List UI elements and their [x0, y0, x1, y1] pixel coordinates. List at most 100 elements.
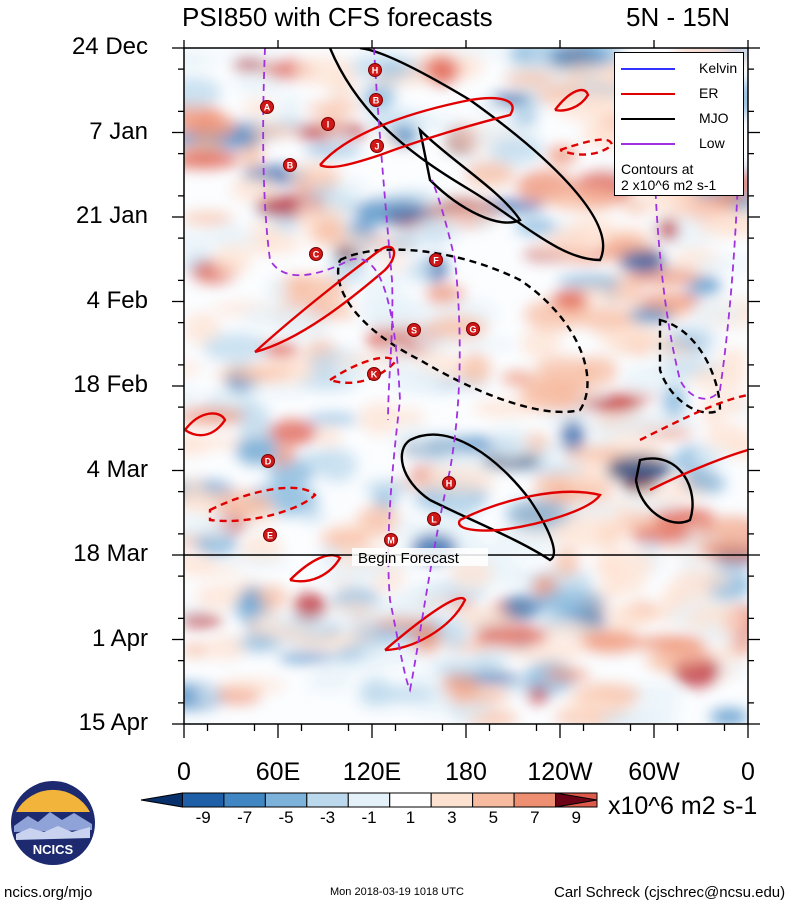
heatmap-cell: [347, 563, 392, 579]
heatmap-cell: [277, 652, 339, 663]
heatmap-cell: [195, 532, 238, 557]
colorbar-cell: [181, 792, 225, 808]
begin-forecast-label: Begin Forecast: [358, 550, 460, 567]
storm-marker-letter: B: [373, 96, 380, 106]
heatmap-cell: [377, 271, 419, 284]
heatmap-cell: [490, 92, 531, 107]
footer-left[interactable]: ncics.org/mjo: [4, 884, 93, 901]
heatmap-cell: [317, 658, 387, 671]
heatmap-cell: [621, 365, 680, 396]
heatmap-cell: [501, 371, 536, 386]
heatmap-cell: [272, 219, 299, 233]
storm-marker: A: [260, 100, 274, 114]
heatmap-cell: [618, 716, 668, 724]
er-contour: [254, 245, 396, 354]
heatmap-cell: [472, 399, 538, 418]
heatmap-cell: [459, 352, 492, 385]
x-tick-label: 0: [177, 758, 191, 786]
heatmap-cell: [232, 402, 270, 429]
heatmap-cell: [352, 198, 428, 225]
heatmap-cell: [519, 379, 586, 413]
er-contour: [384, 597, 467, 652]
heatmap-cell: [546, 145, 578, 165]
heatmap-cell: [306, 413, 360, 425]
heatmap-cell: [560, 419, 586, 453]
storm-marker-letter: C: [313, 250, 320, 260]
heatmap-cell: [533, 240, 593, 258]
heatmap-cell: [584, 93, 611, 112]
heatmap-cell: [701, 394, 724, 427]
storm-marker-letter: E: [267, 531, 273, 541]
storm-marker: S: [407, 323, 421, 337]
y-tick-label: 15 Apr: [78, 709, 148, 736]
heatmap-cell: [240, 303, 315, 330]
x-tick-label: 60E: [255, 758, 301, 786]
heatmap-cell: [456, 701, 489, 717]
storm-marker-letter: D: [265, 457, 272, 467]
heatmap-cell: [278, 115, 300, 129]
colorbar-cell: [223, 792, 266, 808]
heatmap-cell: [529, 48, 550, 64]
heatmap-cell: [693, 446, 731, 469]
ncics-logo: NCICS: [11, 781, 95, 865]
heatmap-cell: [692, 256, 748, 273]
heatmap-cell: [277, 93, 302, 116]
storm-marker-letter: B: [287, 161, 294, 171]
legend-item: ER: [615, 84, 745, 104]
heatmap-cell: [554, 548, 579, 578]
heatmap-cell: [662, 383, 686, 418]
heatmap-cell: [376, 257, 411, 269]
heatmap-cell: [448, 686, 510, 705]
heatmap-cell: [489, 137, 545, 164]
heatmap-cell: [482, 646, 512, 662]
legend-item: Kelvin: [615, 59, 745, 79]
storm-marker-letter: F: [433, 256, 439, 266]
heatmap-cell: [560, 499, 622, 519]
colorbar-tick-label: 3: [447, 808, 457, 827]
heatmap-cell: [444, 338, 516, 351]
heatmap-cell: [184, 614, 223, 628]
heatmap-cell: [422, 466, 496, 495]
storm-marker-letter: J: [374, 142, 379, 152]
heatmap-cell: [388, 230, 425, 251]
heatmap-cell: [267, 419, 318, 446]
colorbar-tick-label: 9: [571, 808, 581, 827]
heatmap-cell: [294, 56, 356, 87]
heatmap-cell: [490, 425, 531, 460]
heatmap-cell: [641, 654, 711, 666]
heatmap-cell: [537, 588, 607, 615]
heatmap-cell: [594, 584, 624, 600]
legend-note: Contours at 2 x10^6 m2 s-1: [621, 161, 716, 193]
footer-timestamp: Mon 2018-03-19 1018 UTC: [330, 886, 464, 898]
colorbar-cell: [430, 792, 474, 808]
x-tick-label: 120E: [342, 758, 402, 786]
heatmap-cell: [397, 408, 425, 425]
er-contour: [457, 490, 602, 532]
heatmap-cell: [221, 232, 264, 244]
heatmap-cell: [551, 290, 588, 310]
colorbar-cell: [389, 792, 432, 808]
heatmap-cell: [265, 277, 290, 303]
er-contour: [208, 486, 317, 523]
mjo-contour: [634, 457, 694, 524]
heatmap-cell: [671, 568, 715, 601]
heatmap-cell: [366, 73, 434, 86]
heatmap-cell: [436, 209, 500, 224]
storm-marker: J: [370, 139, 384, 153]
y-tick-label: 24 Dec: [71, 33, 148, 60]
legend: Kelvin ER MJO Low Contours at 2 x10^6 m2 s-…: [614, 52, 744, 196]
heatmap-cell: [393, 424, 430, 451]
y-tick-label: 1 Apr: [91, 624, 148, 652]
heatmap-cell: [222, 52, 284, 63]
colorbar-tick-label: 1: [405, 808, 416, 827]
mjo-contour: [336, 248, 589, 414]
heatmap-cell: [693, 623, 727, 638]
colorbar-cell: [513, 792, 557, 808]
storm-marker: B: [283, 158, 297, 172]
colorbar-tick-label: 5: [488, 808, 499, 827]
colorbar-tick-label: -3: [319, 808, 336, 827]
footer-author: Carl Schreck (cjschrec@ncsu.edu): [554, 884, 786, 901]
heatmap-cell: [592, 549, 655, 580]
y-tick-label: 7 Jan: [89, 117, 148, 145]
